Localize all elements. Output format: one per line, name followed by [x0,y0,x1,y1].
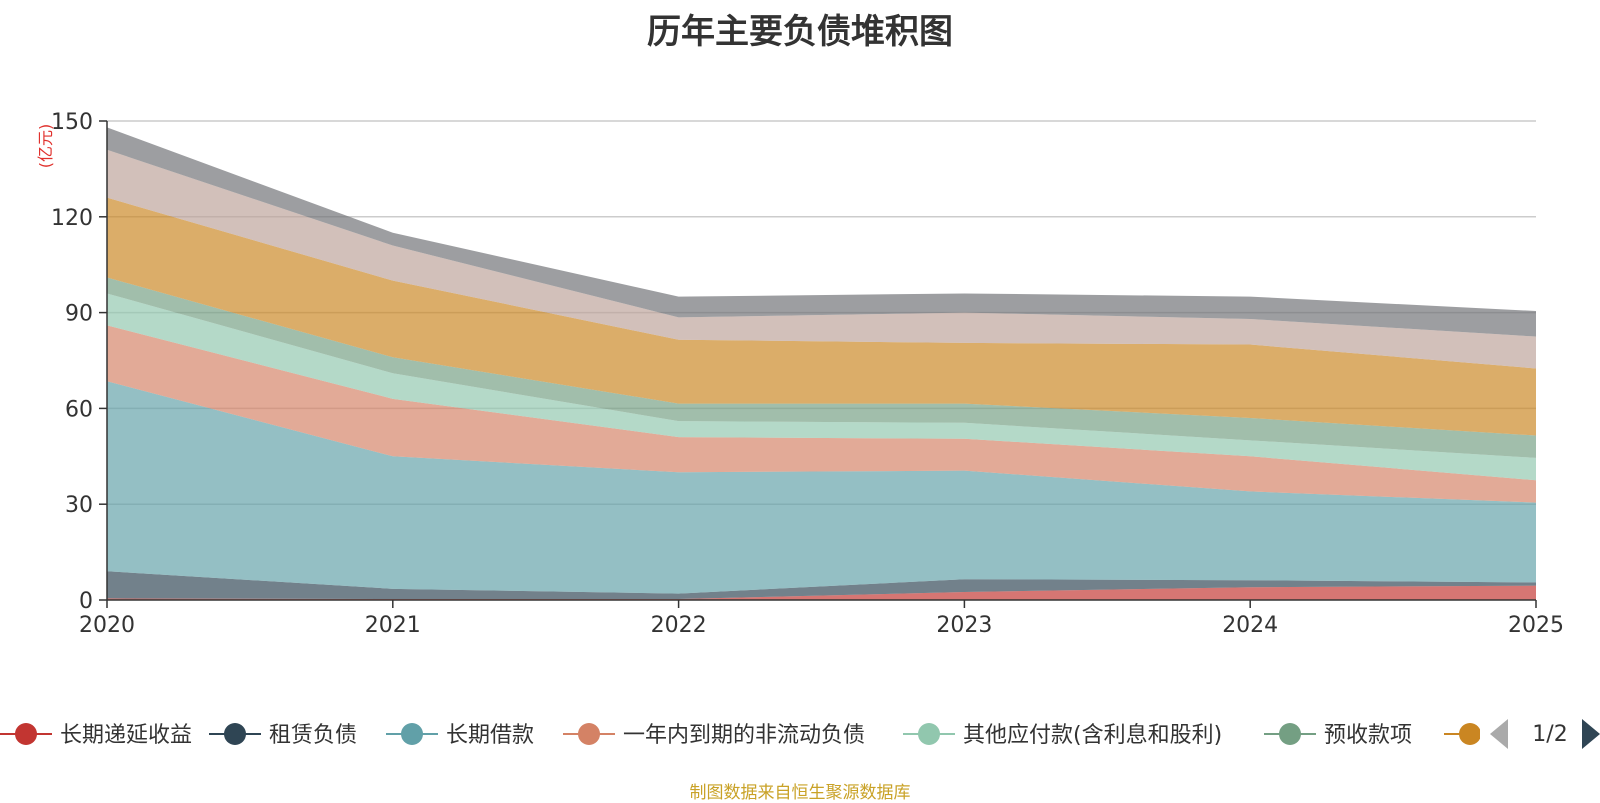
legend-pager: 1/2 [1490,719,1600,749]
x-tick-label: 2021 [365,613,421,638]
y-tick-label: 150 [51,110,93,135]
legend-item-其他应付款(含利息和股利)[interactable]: 其他应付款(含利息和股利) [903,723,1222,748]
y-axis-unit-label: (亿元) [36,124,55,169]
legend-item-租赁负债[interactable]: 租赁负债 [209,723,357,748]
legend-dot-marker [401,723,423,745]
legend-label: 其他应付款(含利息和股利) [963,723,1222,748]
legend-dot-marker [578,723,600,745]
area-其他应付款(含利息和股利)[interactable] [107,293,1536,481]
y-tick-label: 120 [51,206,93,231]
legend-next-icon[interactable] [1582,719,1600,749]
legend-items: 长期递延收益 租赁负债 长期借款 一年内到期的非流动负债 其他应付款(含利息和股利) 预收… [0,723,1592,748]
legend-label: 预收款项 [1324,723,1412,748]
area-租赁负债[interactable] [107,571,1536,600]
area-预收款项[interactable] [107,277,1536,458]
area-长期递延收益[interactable] [107,585,1536,600]
legend-label: 租赁负债 [269,723,357,748]
legend-page-indicator: 1/2 [1532,722,1567,747]
legend-item-预收款项[interactable]: 预收款项 [1264,723,1412,748]
data-source-note: 制图数据来自恒生聚源数据库 [689,783,911,803]
y-tick-label: 90 [65,302,93,327]
y-tick-label: 0 [79,589,93,614]
legend-label: 长期借款 [446,723,534,748]
area-其他负债[interactable] [107,127,1536,337]
x-tick-label: 2022 [651,613,707,638]
x-tick-label: 2025 [1508,613,1564,638]
legend-label: 长期递延收益 [60,723,192,748]
y-tick-label: 30 [65,493,93,518]
area-应付账款[interactable] [107,197,1536,436]
legend-label: 一年内到期的非流动负债 [623,723,865,748]
legend-dot-marker [15,723,37,745]
legend-item-长期递延收益[interactable]: 长期递延收益 [0,723,192,748]
area-一年内到期的非流动负债[interactable] [107,325,1536,503]
legend-dot-marker [224,723,246,745]
legend-dot-marker [1459,723,1480,745]
area-应付票据[interactable] [107,149,1536,369]
legend-item-长期借款[interactable]: 长期借款 [386,723,534,748]
legend-dot-marker [918,723,940,745]
area-series [107,127,1536,600]
y-tick-label: 60 [65,397,93,422]
legend-item-一年内到期的非流动负债[interactable]: 一年内到期的非流动负债 [563,723,865,748]
x-tick-label: 2023 [936,613,992,638]
axes: 0 30 60 90 120 150 2020 2021 2022 2023 2024 2025 [51,110,1564,638]
chart-title: 历年主要负债堆积图 [647,12,953,52]
legend-dot-marker [1279,723,1301,745]
area-长期借款[interactable] [107,381,1536,594]
legend: 长期递延收益 租赁负债 长期借款 一年内到期的非流动负债 其他应付款(含利息和股利) 预收… [0,723,1592,748]
legend-prev-icon[interactable] [1490,719,1508,749]
x-tick-label: 2024 [1222,613,1278,638]
x-tick-label: 2020 [79,613,135,638]
legend-item-应付账款[interactable]: 应付账款 [1444,723,1592,748]
